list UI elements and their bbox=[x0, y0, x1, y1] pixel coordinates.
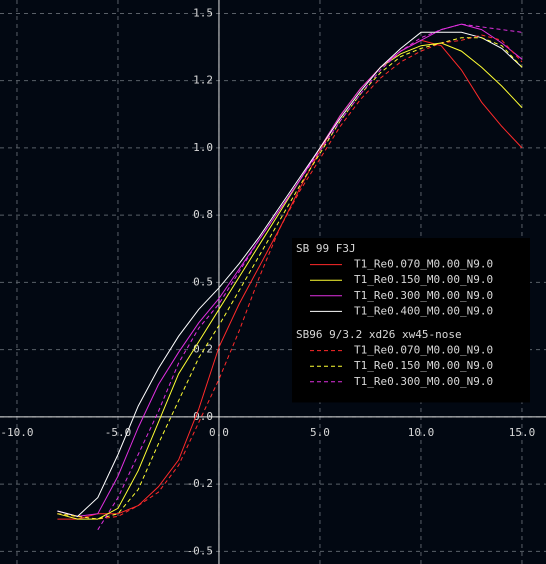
y-tick-label: 1.5 bbox=[193, 6, 213, 19]
y-tick-label: 0.8 bbox=[193, 208, 213, 221]
y-tick-label: 1.2 bbox=[193, 74, 213, 87]
legend-label: T1_Re0.150_M0.00_N9.0 bbox=[354, 273, 493, 286]
legend-box bbox=[292, 238, 530, 403]
x-tick-label: -5.0 bbox=[105, 426, 132, 439]
series-line bbox=[57, 42, 523, 520]
y-tick-label: 1.0 bbox=[193, 141, 213, 154]
y-tick-label: -0.5 bbox=[186, 544, 213, 557]
x-tick-label: -10.0 bbox=[0, 426, 33, 439]
legend-label: T1_Re0.300_M0.00_N9.0 bbox=[354, 289, 493, 302]
legend-label: T1_Re0.070_M0.00_N9.0 bbox=[354, 344, 493, 357]
legend-label: T1_Re0.150_M0.00_N9.0 bbox=[354, 359, 493, 372]
series-line bbox=[57, 31, 523, 517]
x-tick-label: 15.0 bbox=[509, 426, 536, 439]
legend-group-title: SB96 9/3.2 xd26 xw45-nose bbox=[296, 328, 462, 341]
series-line bbox=[97, 23, 523, 531]
legend-label: T1_Re0.400_M0.00_N9.0 bbox=[354, 304, 493, 317]
series-line bbox=[57, 37, 523, 520]
y-tick-label: 0.2 bbox=[193, 343, 213, 356]
y-tick-label: 0.5 bbox=[193, 275, 213, 288]
legend-label: T1_Re0.300_M0.00_N9.0 bbox=[354, 375, 493, 388]
y-tick-label: -0.2 bbox=[186, 477, 213, 490]
legend-label: T1_Re0.070_M0.00_N9.0 bbox=[354, 258, 493, 271]
legend-group-title: SB 99 F3J bbox=[296, 242, 356, 255]
x-tick-label: 10.0 bbox=[408, 426, 435, 439]
series-line bbox=[57, 34, 523, 520]
x-tick-label: 5.0 bbox=[310, 426, 330, 439]
